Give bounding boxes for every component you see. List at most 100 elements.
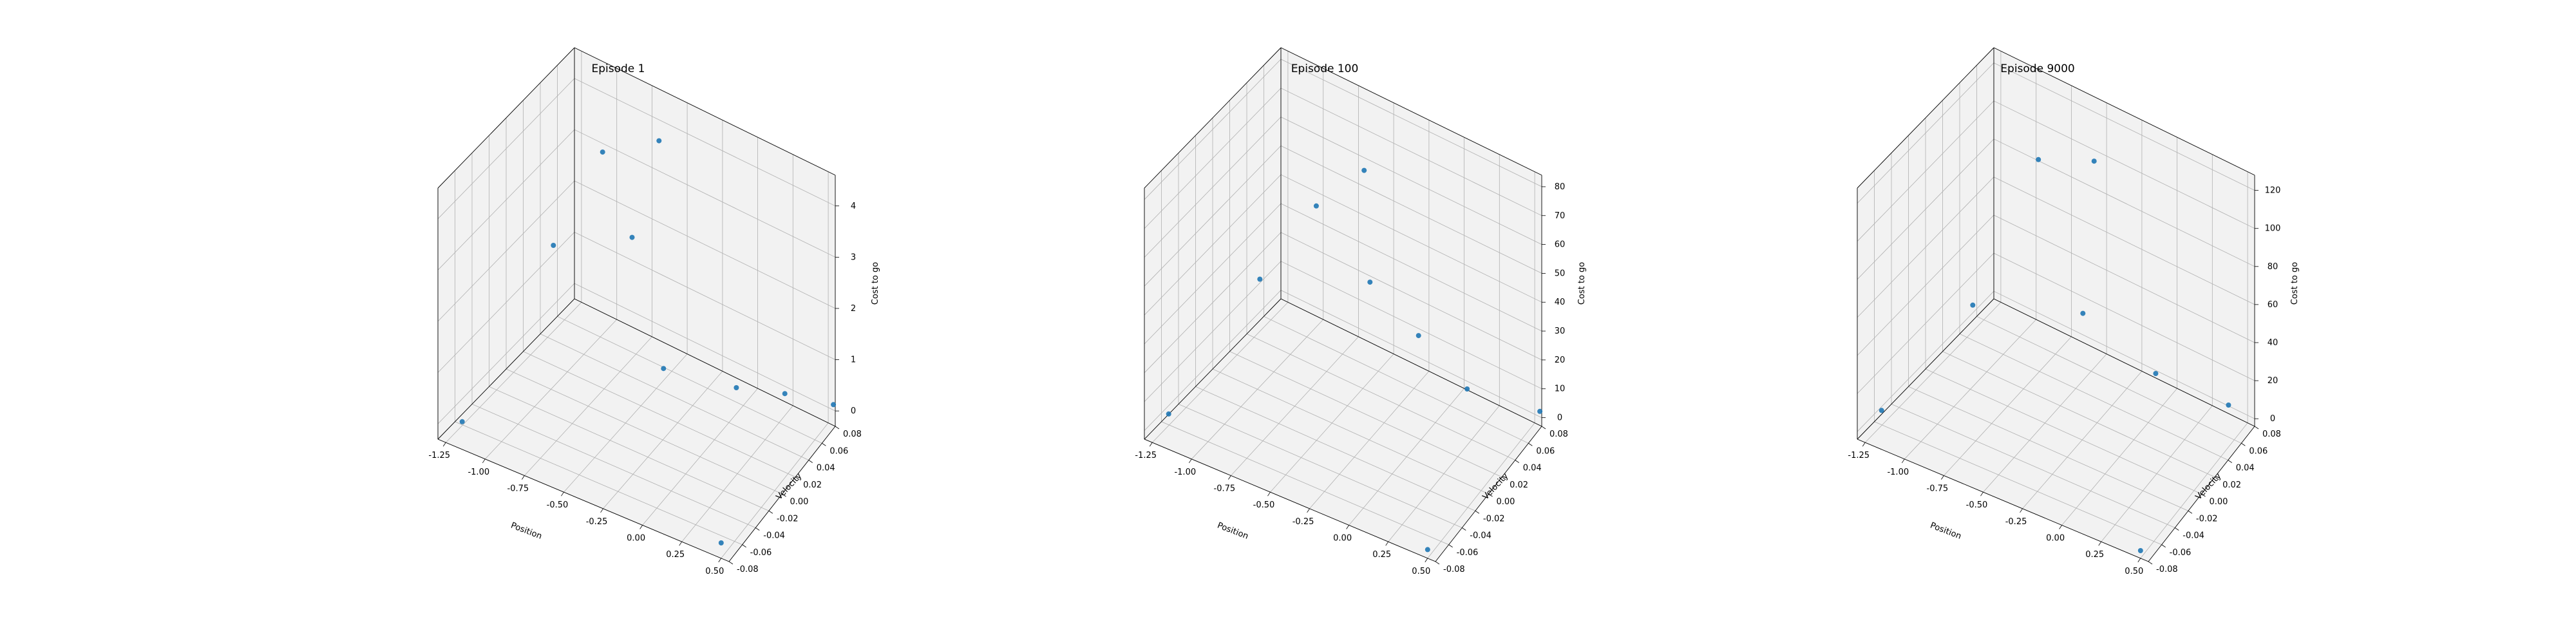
data-points [459, 138, 837, 545]
x-tick-label: -0.25 [2005, 517, 2027, 527]
y-tick-mark [1475, 510, 1480, 514]
y-tick-label: -0.02 [777, 514, 799, 524]
y-tick-label: 0.04 [2236, 464, 2255, 473]
axis-edge [1144, 439, 1436, 562]
x-tick-label: -0.50 [1253, 500, 1275, 510]
z-tick-label: 0 [851, 406, 856, 416]
y-tick-label: -0.02 [1483, 514, 1505, 524]
x-tick-mark [2020, 508, 2023, 513]
y-tick-mark [728, 561, 734, 565]
back-wall-pane [1994, 48, 2255, 426]
x-tick-label: 0.00 [2046, 534, 2065, 544]
z-tick-label: 60 [1555, 240, 1566, 250]
x-tick-mark [1228, 475, 1231, 480]
data-points [1879, 156, 2231, 553]
x-tick-label: 0.50 [1412, 567, 1430, 576]
z-tick-label: 3 [851, 252, 856, 262]
y-tick-label: 0.02 [1510, 480, 1528, 490]
x-tick-mark [1941, 475, 1944, 480]
y-tick-mark [808, 460, 813, 463]
axis-edge [1993, 298, 2255, 427]
y-tick-label: 0.04 [1523, 464, 1542, 473]
axis-edge [1857, 298, 1994, 440]
z-tick-label: 80 [1555, 182, 1566, 192]
x-tick-mark [2137, 558, 2141, 563]
data-point [1970, 302, 1976, 308]
data-point [629, 234, 635, 240]
y-tick-mark [782, 493, 786, 497]
tick-labels: -1.25 -1.00 -0.75 -0.50 -0.25 0.00 0.25 0.50 -0.… [1135, 182, 1568, 576]
data-point [734, 385, 739, 390]
data-point [1367, 279, 1373, 285]
floor-pane [438, 299, 835, 562]
axis-edge [437, 47, 575, 189]
y-tick-mark [1528, 442, 1533, 446]
x-tick-mark [1385, 541, 1389, 546]
axis-edge [574, 47, 836, 176]
y-tick-mark [1488, 493, 1493, 497]
z-tick-label: 60 [2268, 300, 2278, 310]
data-point [661, 366, 667, 372]
y-tick-mark [2188, 510, 2193, 514]
x-tick-mark [482, 459, 486, 464]
y-tick-mark [795, 477, 800, 480]
y-tick-label: 0.02 [2222, 480, 2241, 490]
x-tick-label: 0.50 [2125, 567, 2143, 576]
x-tick-label: 0.00 [1333, 534, 1352, 544]
axis-edge [1857, 47, 1994, 189]
y-tick-label: -0.08 [737, 565, 759, 574]
y-tick-mark [1515, 460, 1519, 463]
data-point [1416, 333, 1421, 339]
panel-title: Episode 1 [592, 62, 645, 75]
z-tick-label: 0 [2270, 414, 2275, 424]
z-tick-label: 1 [851, 355, 856, 365]
data-point [1166, 411, 1171, 417]
axis-edge [1144, 47, 1282, 189]
x-tick-mark [1149, 442, 1153, 447]
z-tick-label: 20 [2268, 376, 2278, 386]
data-point [2091, 158, 2097, 164]
data-point [831, 402, 837, 408]
data-points [1166, 167, 1543, 553]
x-tick-mark [1901, 459, 1905, 464]
panel-title: Episode 9000 [2000, 62, 2074, 75]
y-tick-label: 0.08 [1549, 430, 1568, 439]
axis-edge [437, 298, 575, 440]
data-point [551, 243, 556, 248]
x-tick-mark [561, 491, 564, 497]
x-tick-mark [1188, 459, 1192, 464]
x-tick-label: -1.00 [1174, 468, 1196, 477]
axis-edge [574, 298, 836, 427]
y-tick-label: 0.08 [843, 430, 862, 439]
x-tick-mark [1980, 491, 1984, 497]
y-tick-mark [1501, 477, 1506, 480]
z-tick-label: 120 [2265, 186, 2281, 196]
x-tick-label: -0.25 [586, 517, 608, 527]
y-tick-mark [2175, 527, 2179, 531]
x-tick-label: 0.50 [705, 567, 724, 576]
x-tick-label: -0.50 [547, 500, 569, 510]
axis-edge [1857, 439, 2149, 562]
data-point [600, 149, 605, 155]
y-tick-mark [742, 544, 746, 548]
x-tick-label: -1.25 [1135, 451, 1157, 460]
tick-labels: -1.25 -1.00 -0.75 -0.50 -0.25 0.00 0.25 0.50 -0.… [428, 202, 862, 576]
y-tick-label: 0.00 [790, 497, 809, 507]
data-point [1425, 547, 1430, 553]
x-tick-mark [2059, 525, 2062, 529]
y-tick-label: -0.06 [750, 548, 772, 558]
back-wall-pane [574, 48, 835, 426]
y-tick-label: 0.00 [1497, 497, 1515, 507]
y-tick-mark [768, 510, 773, 514]
y-tick-mark [1541, 426, 1546, 430]
y-tick-mark [1462, 527, 1466, 531]
x-tick-mark [442, 442, 446, 447]
y-tick-label: -0.02 [2196, 514, 2218, 524]
data-point [459, 419, 465, 424]
y-tick-label: -0.08 [2156, 565, 2178, 574]
y-tick-mark [2148, 561, 2153, 565]
y-tick-mark [2228, 460, 2232, 463]
x-tick-label: -0.50 [1966, 500, 1988, 510]
z-tick-label: 2 [851, 304, 856, 314]
